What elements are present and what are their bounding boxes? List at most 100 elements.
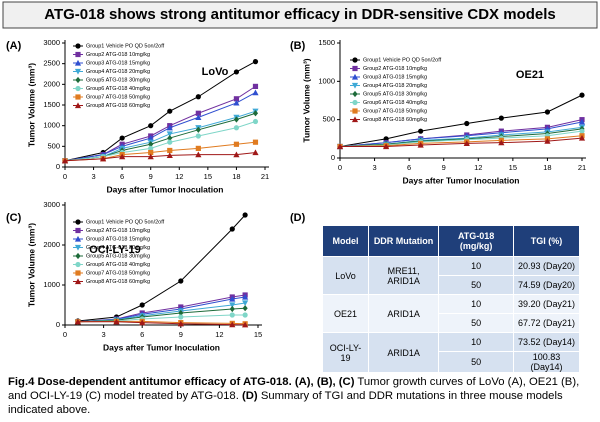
header-cell: DDR Mutation <box>367 225 440 257</box>
marker <box>242 312 248 318</box>
marker <box>233 99 240 106</box>
dose-cell: 50 <box>438 313 515 333</box>
marker <box>578 118 586 125</box>
caption-text: Summary of TGI and DDR mutations in thre… <box>8 390 563 416</box>
x-tick-label: 15 <box>204 172 212 181</box>
legend-label: Group8 ATG-018 60mg/kg <box>86 279 150 285</box>
x-tick-label: 18 <box>543 163 551 172</box>
x-tick-label: 3 <box>102 330 106 339</box>
marker <box>382 143 390 150</box>
y-tick-label: 1000 <box>43 280 60 289</box>
tgi-cell: 100.83 (Day14) <box>513 351 580 373</box>
marker <box>252 118 259 125</box>
series-line <box>77 214 246 322</box>
model-cell: LoVo <box>322 256 369 295</box>
marker <box>463 140 470 147</box>
x-tick-label: 9 <box>179 330 183 339</box>
panel-label: (D) <box>290 212 306 224</box>
marker <box>233 96 240 102</box>
dose-cell: 10 <box>438 332 515 352</box>
tgi-cell: 73.52 (Day14) <box>513 332 580 352</box>
marker <box>195 145 201 151</box>
mutation-cell: MRE11, ARID1A <box>367 256 440 295</box>
x-tick-label: 6 <box>140 330 144 339</box>
x-tick-label: 3 <box>91 172 95 181</box>
marker <box>229 295 236 302</box>
x-tick-label: 15 <box>254 330 262 339</box>
marker <box>233 151 240 158</box>
legend-label: Group7 ATG-018 50mg/kg <box>86 94 150 100</box>
legend-label: Group2 ATG-018 10mg/kg <box>363 66 427 72</box>
x-tick-label: 0 <box>63 172 67 181</box>
legend-marker <box>352 108 358 114</box>
marker <box>252 59 259 65</box>
marker <box>61 157 69 164</box>
y-axis-label: Tumor Volume (mm³) <box>301 58 311 142</box>
series-line <box>64 61 256 162</box>
marker <box>498 115 504 121</box>
marker <box>195 126 201 133</box>
marker <box>148 123 154 129</box>
mutation-cell: ARID1A <box>367 332 440 373</box>
tgi-cell: 39.20 (Day21) <box>513 294 580 314</box>
x-tick-label: 0 <box>338 163 342 172</box>
panel-label: (B) <box>290 40 306 52</box>
series-line <box>77 321 246 326</box>
marker <box>113 318 120 325</box>
marker <box>229 302 236 309</box>
x-tick-label: 9 <box>442 163 446 172</box>
legend-marker <box>351 82 359 89</box>
x-tick-label: 21 <box>261 172 269 181</box>
marker <box>178 278 184 284</box>
legend-label: Group8 ATG-018 60mg/kg <box>363 117 427 123</box>
marker <box>177 320 184 327</box>
marker <box>166 152 173 159</box>
marker <box>148 149 154 156</box>
panel-label: (A) <box>6 40 22 52</box>
marker <box>498 139 505 146</box>
marker <box>195 110 201 116</box>
legend-label: Group5 ATG-018 30mg/kg <box>86 253 150 259</box>
marker <box>229 312 235 318</box>
marker <box>119 153 126 160</box>
marker <box>74 318 81 325</box>
caption-text: (D) <box>242 390 258 402</box>
legend-label: Group1 Vehicle PO QD 5on/2off <box>86 219 165 225</box>
dose-cell: 50 <box>438 275 515 295</box>
marker <box>148 141 154 148</box>
tgi-cell: 20.93 (Day20) <box>513 256 580 276</box>
legend-marker <box>75 76 81 84</box>
legend-label: Group7 ATG-018 50mg/kg <box>363 108 427 114</box>
marker <box>252 89 259 96</box>
marker <box>233 125 240 131</box>
marker <box>119 135 125 141</box>
legend-label: Group1 Vehicle PO QD 5on/2off <box>86 43 165 49</box>
marker <box>195 151 202 158</box>
x-axis-label: Days after Tumor Inoculation <box>107 184 224 194</box>
legend-label: Group4 ATG-018 20mg/kg <box>86 245 150 251</box>
annotation: OCI-LY-19 <box>89 244 141 256</box>
marker <box>147 153 154 160</box>
marker <box>178 314 184 320</box>
marker <box>99 155 107 162</box>
legend-label: Group2 ATG-018 10mg/kg <box>86 52 150 58</box>
legend-marker <box>352 90 358 98</box>
marker <box>579 92 585 98</box>
marker <box>242 212 248 218</box>
marker <box>229 226 235 232</box>
table-row: OE21 ARID1A 10 39.20 (Day21) <box>322 294 580 333</box>
caption: Fig.4 Dose-dependent antitumor efficacy … <box>8 375 593 417</box>
legend-label: Group6 ATG-018 40mg/kg <box>86 86 150 92</box>
legend-label: Group1 Vehicle PO QD 5on/2off <box>363 57 442 63</box>
series-line <box>64 152 256 162</box>
legend-label: Group4 ATG-018 20mg/kg <box>86 69 150 75</box>
marker <box>578 134 586 141</box>
marker <box>233 116 240 123</box>
marker <box>544 109 551 115</box>
marker <box>544 138 551 144</box>
legend-marker <box>75 219 81 225</box>
header-cell: Model <box>322 225 369 257</box>
legend-label: Group2 ATG-018 10mg/kg <box>86 228 150 234</box>
legend-marker <box>74 59 82 66</box>
